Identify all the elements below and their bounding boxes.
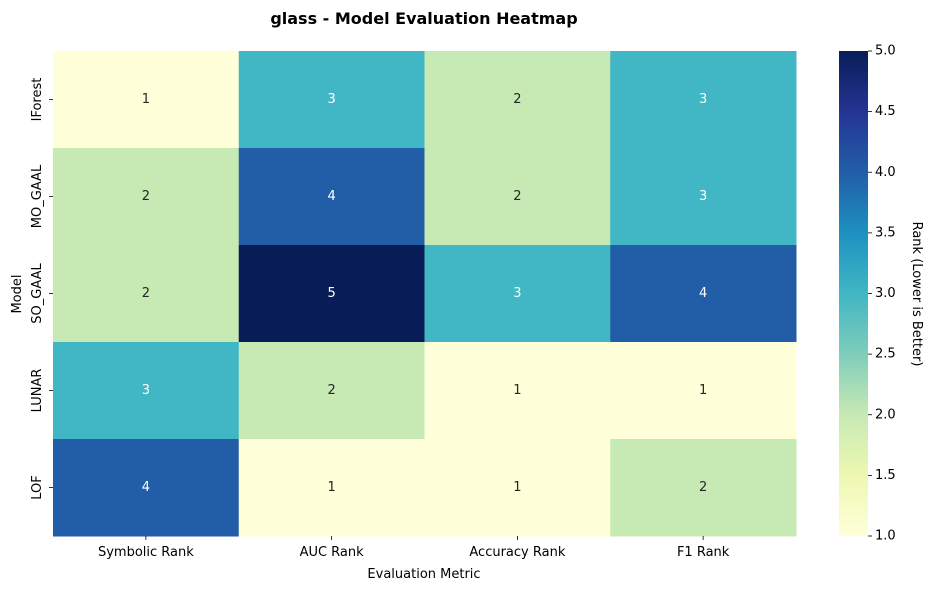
cell-value-label: 4 [699, 286, 707, 301]
heatmap-cell [424, 342, 611, 440]
heatmap-cell [610, 51, 797, 149]
heatmap-cell [238, 439, 425, 537]
cell-value-label: 2 [699, 480, 707, 495]
colorbar-tick-label: 1.5 [875, 468, 896, 483]
y-tick-label: LUNAR [30, 369, 45, 413]
heatmap-cell [610, 245, 797, 343]
chart-title: glass - Model Evaluation Heatmap [270, 9, 577, 28]
y-tick-label: MO_GAAL [30, 164, 45, 228]
cell-value-label: 1 [327, 480, 335, 495]
x-tick-label: Accuracy Rank [469, 545, 565, 560]
cell-value-label: 2 [327, 383, 335, 398]
x-axis-title: Evaluation Metric [367, 567, 480, 582]
colorbar-tick-label: 4.0 [875, 165, 896, 180]
colorbar-tick-label: 3.5 [875, 225, 896, 240]
cell-value-label: 3 [142, 383, 150, 398]
heatmap-cell [53, 245, 240, 343]
cell-value-label: 4 [142, 480, 150, 495]
heatmap-cell [610, 342, 797, 440]
y-tick-labels: IForest MO_GAAL SO_GAAL LUNAR LOF [30, 78, 53, 500]
colorbar-ticks: 1.0 1.5 2.0 2.5 3.0 3.5 4.0 4.5 5.0 [868, 44, 896, 544]
heatmap-cells: 1 3 2 3 2 4 2 3 2 5 3 4 3 2 1 1 4 1 1 2 [53, 51, 797, 537]
y-tick-label: IForest [30, 78, 45, 122]
x-tick-labels: Symbolic Rank AUC Rank Accuracy Rank F1 Ran… [98, 536, 730, 560]
x-tick-label: Symbolic Rank [98, 545, 194, 560]
heatmap-cell [238, 148, 425, 246]
cell-value-label: 3 [327, 92, 335, 107]
heatmap-cell [238, 245, 425, 343]
heatmap-cell [424, 439, 611, 537]
cell-value-label: 2 [142, 286, 150, 301]
colorbar-tick-label: 1.0 [875, 529, 896, 544]
cell-value-label: 1 [513, 480, 521, 495]
heatmap-cell [53, 148, 240, 246]
cell-value-label: 3 [513, 286, 521, 301]
colorbar-tick-label: 4.5 [875, 104, 896, 119]
heatmap-cell [53, 439, 240, 537]
colorbar-tick-label: 2.5 [875, 347, 896, 362]
cell-value-label: 2 [513, 92, 521, 107]
cell-value-label: 1 [699, 383, 707, 398]
colorbar-tick-label: 3.0 [875, 286, 896, 301]
colorbar-label: Rank (Lower is Better) [909, 222, 924, 367]
cell-value-label: 2 [513, 189, 521, 204]
x-tick-label: AUC Rank [300, 545, 365, 560]
heatmap-cell [238, 342, 425, 440]
cell-value-label: 1 [513, 383, 521, 398]
cell-value-label: 3 [699, 189, 707, 204]
cell-value-label: 4 [327, 189, 335, 204]
heatmap-cell [53, 342, 240, 440]
heatmap-cell [424, 245, 611, 343]
colorbar-tick-label: 2.0 [875, 407, 896, 422]
heatmap-cell [610, 439, 797, 537]
heatmap-cell [424, 148, 611, 246]
cell-value-label: 2 [142, 189, 150, 204]
y-tick-label: SO_GAAL [30, 263, 45, 324]
colorbar-tick-label: 5.0 [875, 44, 896, 59]
y-tick-label: LOF [30, 475, 45, 500]
colorbar [839, 51, 868, 536]
cell-value-label: 5 [327, 286, 335, 301]
cell-value-label: 1 [142, 92, 150, 107]
heatmap-cell [53, 51, 240, 149]
heatmap-cell [238, 51, 425, 149]
cell-value-label: 3 [699, 92, 707, 107]
heatmap-cell [610, 148, 797, 246]
heatmap-cell [424, 51, 611, 149]
x-tick-label: F1 Rank [677, 545, 730, 560]
y-axis-title: Model [10, 274, 25, 313]
